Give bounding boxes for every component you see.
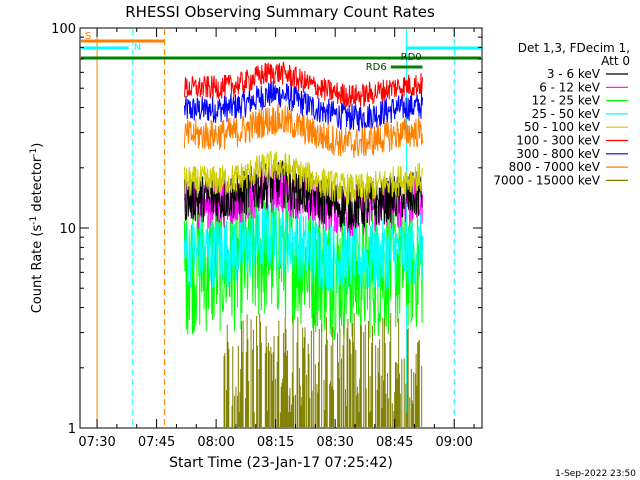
legend-label: 50 - 100 keV <box>524 120 601 134</box>
y-axis-label-sup2: -1 <box>29 148 39 157</box>
axis-ticks: 1 10 100 07:30 07:45 08:00 08:15 08:30 08:45 09:0… <box>51 22 482 450</box>
series-line <box>183 61 423 108</box>
series-line <box>183 150 423 205</box>
legend-header-line1: Det 1,3, FDecim 1, <box>518 41 630 55</box>
timestamp: 1-Sep-2022 23:50 <box>555 469 636 479</box>
series-line <box>183 202 423 294</box>
y-tick-label: 1 <box>68 422 76 437</box>
x-axis-label: Start Time (23-Jan-17 07:25:42) <box>169 455 393 471</box>
status-bars: S N RD0 RD6 <box>81 31 481 73</box>
series-line <box>183 104 423 159</box>
x-tick-label: 07:45 <box>138 435 175 450</box>
x-tick-label: 09:00 <box>435 435 472 450</box>
y-tick-label: 100 <box>51 22 76 37</box>
legend-label: 800 - 7000 keV <box>509 160 601 174</box>
y-axis-label-sup: -1 <box>29 216 39 225</box>
legend-label: 6 - 12 keV <box>539 80 601 94</box>
status-bar-label: RD0 <box>401 52 422 63</box>
y-axis-label-end: ) <box>30 143 45 148</box>
legend-label: 25 - 50 keV <box>532 107 601 121</box>
x-tick-label: 08:00 <box>197 435 234 450</box>
legend-label: 3 - 6 keV <box>547 67 601 81</box>
y-tick-label: 10 <box>59 222 76 237</box>
status-bar-label: S <box>85 31 91 42</box>
legend-label: 12 - 25 keV <box>532 94 601 108</box>
status-bar-label: RD6 <box>366 62 387 73</box>
legend-label: 100 - 300 keV <box>516 134 600 148</box>
y-axis-label-tail: detector <box>30 156 45 216</box>
x-tick-label: 08:30 <box>316 435 353 450</box>
legend-label: 300 - 800 keV <box>516 147 600 161</box>
chart-title: RHESSI Observing Summary Count Rates <box>125 3 435 21</box>
series-line <box>183 80 423 133</box>
legend-label: 7000 - 15000 keV <box>493 173 600 187</box>
legend-header-line2: Att 0 <box>601 54 630 68</box>
y-axis-label-main: Count Rate (s <box>30 225 45 314</box>
series-group <box>183 61 423 427</box>
x-tick-label: 07:30 <box>78 435 115 450</box>
x-tick-label: 08:15 <box>257 435 294 450</box>
status-bar-label: N <box>134 42 141 53</box>
x-tick-label: 08:45 <box>376 435 413 450</box>
y-axis-label: Count Rate (s-1 detector-1) <box>29 143 45 314</box>
